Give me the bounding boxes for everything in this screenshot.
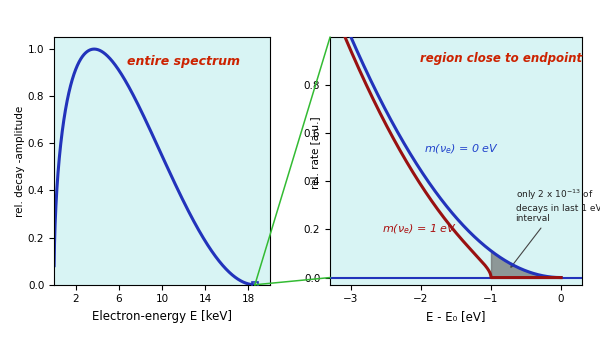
Text: only 2 x 10$^{-13}$ of
decays in last 1 eV
interval: only 2 x 10$^{-13}$ of decays in last 1 … [511, 188, 600, 267]
Y-axis label: rel. decay -amplitude: rel. decay -amplitude [15, 105, 25, 217]
Text: m($\nu_e$) = 1 eV: m($\nu_e$) = 1 eV [383, 222, 457, 236]
X-axis label: Electron-energy E [keV]: Electron-energy E [keV] [92, 310, 232, 323]
Text: entire spectrum: entire spectrum [127, 55, 240, 67]
Text: m($\nu_e$) = 0 eV: m($\nu_e$) = 0 eV [425, 143, 499, 156]
Text: rel. rate [a.u.]: rel. rate [a.u.] [310, 116, 320, 189]
X-axis label: E - E₀ [eV]: E - E₀ [eV] [426, 310, 486, 323]
Text: region close to endpoint: region close to endpoint [420, 52, 583, 65]
